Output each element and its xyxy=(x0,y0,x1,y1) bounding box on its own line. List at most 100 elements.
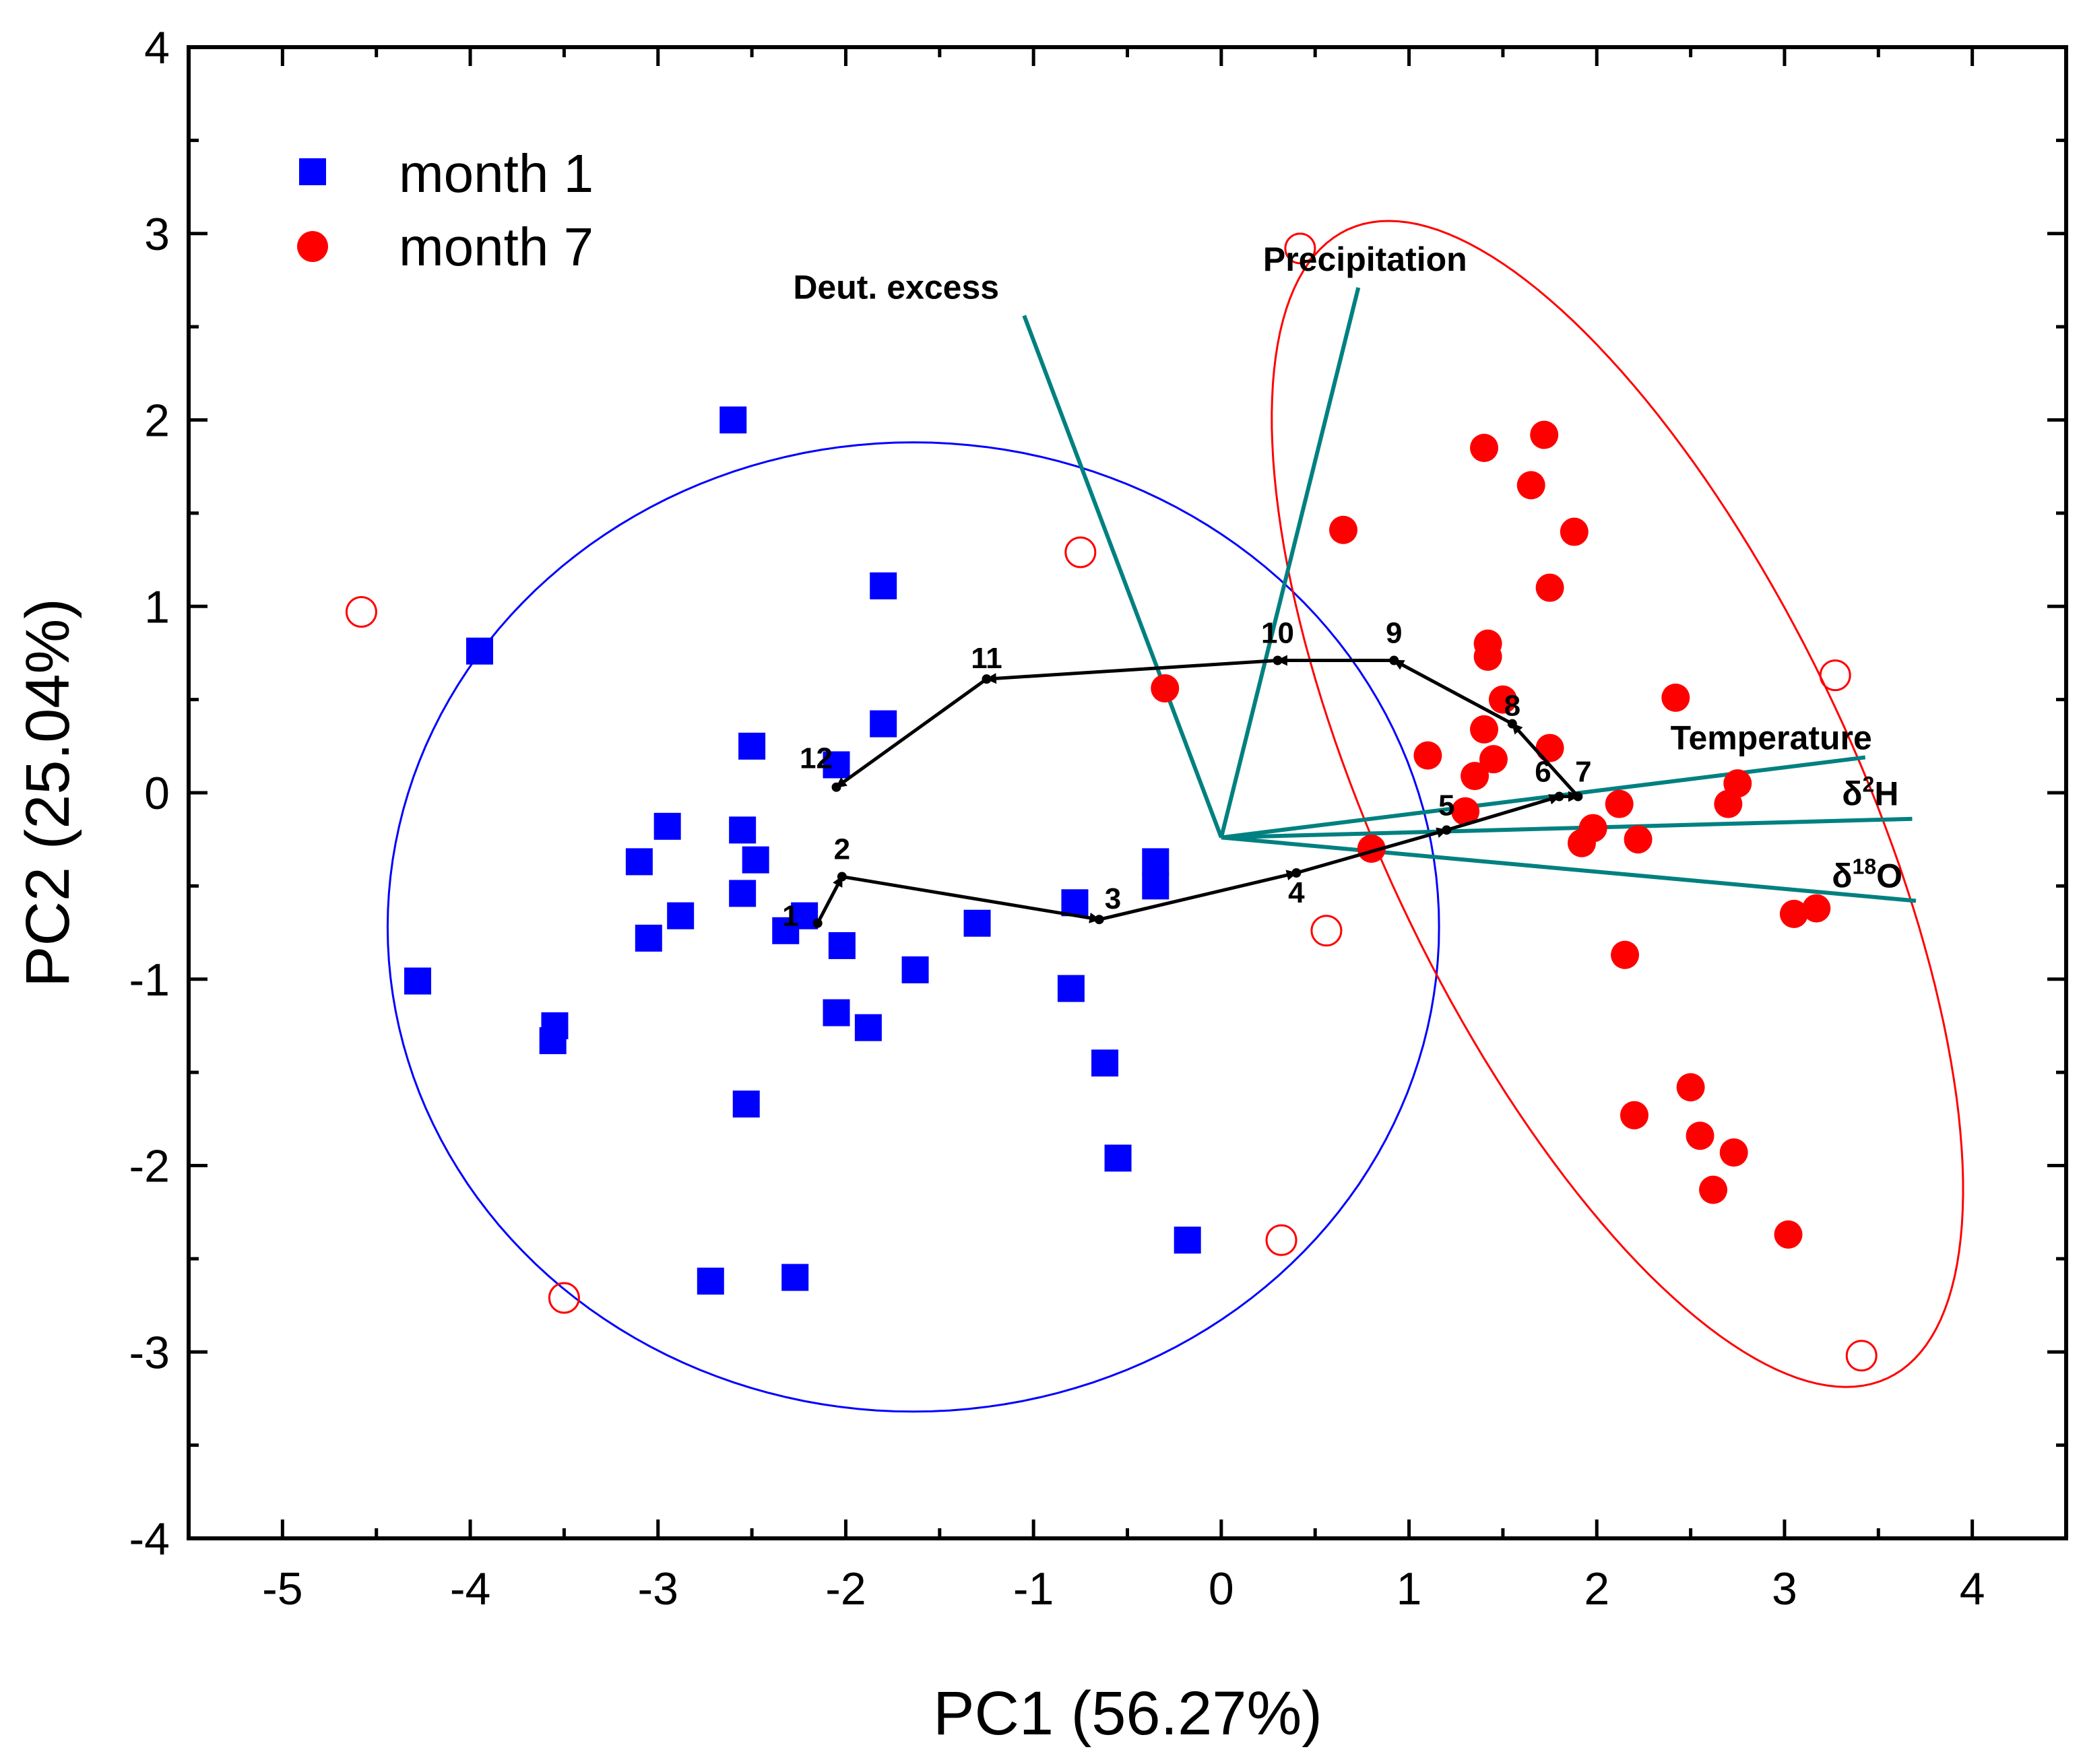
month-1-point-29 xyxy=(539,1027,567,1055)
month-1-point-5 xyxy=(823,751,850,779)
loading-2h xyxy=(1221,816,1913,840)
x-tick-label-7: 2 xyxy=(1584,1563,1609,1614)
path-segment-5-6 xyxy=(1446,793,1561,832)
ellipse-marker-0-4 xyxy=(548,1282,580,1314)
month-7-point-30 xyxy=(1699,1175,1728,1204)
month-7-point-9 xyxy=(1661,683,1690,712)
month-node-4 xyxy=(1291,868,1302,878)
ellipse-month-7 xyxy=(1271,220,1964,1388)
month-7-point-1 xyxy=(1530,420,1559,449)
ellipse-marker-1-0 xyxy=(1284,232,1316,265)
ellipse-marker-0-2 xyxy=(1310,915,1343,947)
month-7-point-23 xyxy=(1357,835,1386,863)
month-1-point-1 xyxy=(466,637,493,665)
month-label-2: 2 xyxy=(834,833,850,866)
month-label-11: 11 xyxy=(971,642,1002,675)
y-tick-label-4: 0 xyxy=(144,768,170,819)
ellipse-marker-0-1 xyxy=(1064,536,1097,568)
month-1-point-18 xyxy=(823,999,850,1026)
month-7-point-2 xyxy=(1516,471,1545,500)
month-1-point-7 xyxy=(653,812,681,840)
month-node-8 xyxy=(1507,719,1517,729)
ellipse-marker-0-0 xyxy=(345,596,377,628)
month-1-point-30 xyxy=(732,1090,760,1118)
month-1-point-15 xyxy=(828,932,856,959)
legend-marker-month-7 xyxy=(297,231,328,262)
month-7-point-24 xyxy=(1779,899,1808,928)
month-7-point-32 xyxy=(1774,1220,1803,1249)
y-tick-label-0: -4 xyxy=(129,1513,170,1565)
month-1-point-21 xyxy=(1142,848,1169,876)
x-tick-label-1: -4 xyxy=(450,1563,490,1614)
month-7-point-19 xyxy=(1714,789,1743,818)
month-node-6 xyxy=(1554,791,1564,802)
month-7-point-0 xyxy=(1470,434,1499,463)
y-tick-label-1: -3 xyxy=(129,1327,170,1378)
month-label-5: 5 xyxy=(1438,789,1454,822)
month-1-point-2 xyxy=(870,572,897,599)
month-7-point-10 xyxy=(1151,674,1180,703)
month-label-4: 4 xyxy=(1288,876,1305,909)
month-1-point-25 xyxy=(1104,1144,1132,1172)
loading-temperature xyxy=(1221,755,1866,840)
path-segment-11-12 xyxy=(835,678,988,789)
y-tick-label-5: 1 xyxy=(144,581,170,632)
month-label-12: 12 xyxy=(800,742,833,775)
month-1-point-12 xyxy=(635,924,662,952)
path-segment-8-9 xyxy=(1392,659,1514,725)
month-7-point-12 xyxy=(1413,741,1442,770)
month-7-point-15 xyxy=(1461,762,1489,791)
month-node-5 xyxy=(1442,825,1452,835)
ellipse-marker-1-2 xyxy=(1845,1340,1878,1372)
month-7-point-3 xyxy=(1329,515,1358,544)
month-1-point-10 xyxy=(729,880,757,907)
loading-vectors: Deut. excess Precipitation Temperature δ2H δ… xyxy=(793,240,1917,903)
month-label-10: 10 xyxy=(1261,617,1294,650)
y-tick-label-6: 2 xyxy=(144,395,170,447)
y-tick-label-3: -1 xyxy=(129,954,170,1006)
month-7-point-7 xyxy=(1473,642,1502,671)
month-1-point-6 xyxy=(729,816,757,844)
month-1-point-9 xyxy=(742,846,769,874)
y-tick-label-7: 3 xyxy=(144,209,170,260)
month-node-10 xyxy=(1273,655,1283,665)
x-axis-title: PC1 (56.27%) xyxy=(933,1679,1322,1748)
month-7-point-25 xyxy=(1802,894,1831,923)
legend: month 1 month 7 xyxy=(297,143,594,277)
month-label-8: 8 xyxy=(1504,690,1520,723)
month-node-3 xyxy=(1094,915,1104,925)
month-7-point-27 xyxy=(1620,1101,1648,1130)
month-1-point-24 xyxy=(1091,1049,1119,1077)
month-1-point-32 xyxy=(781,1264,809,1291)
month-1-point-16 xyxy=(963,909,991,937)
month-label-1: 1 xyxy=(782,900,798,933)
month-7-point-21 xyxy=(1567,828,1596,857)
month-1-point-31 xyxy=(697,1268,724,1295)
legend-label-month-1: month 1 xyxy=(399,143,594,203)
month-1-point-17 xyxy=(901,956,929,983)
loading-label-2h: δ2H xyxy=(1842,773,1898,813)
path-segment-7-8 xyxy=(1510,722,1580,798)
path-segment-10-11 xyxy=(985,659,1278,684)
loading-label-deut-excess: Deut. excess xyxy=(793,269,999,306)
month-1-point-19 xyxy=(854,1014,882,1041)
loading-18o xyxy=(1221,835,1917,903)
confidence-ellipses xyxy=(345,220,1964,1413)
month-node-9 xyxy=(1389,655,1399,665)
month-7-point-5 xyxy=(1535,573,1564,602)
legend-marker-month-1 xyxy=(299,158,326,185)
month-7-point-17 xyxy=(1451,797,1480,826)
month-1-point-8 xyxy=(625,848,653,876)
month-7-point-11 xyxy=(1470,715,1499,744)
y-tick-label-2: -2 xyxy=(129,1141,170,1192)
loading-label-precipitation: Precipitation xyxy=(1263,240,1467,278)
month-1-point-3 xyxy=(870,710,897,738)
loading-label-temperature: Temperature xyxy=(1671,719,1872,756)
x-tick-label-3: -2 xyxy=(825,1563,866,1614)
month-7-point-28 xyxy=(1676,1073,1705,1102)
month-7-point-26 xyxy=(1611,940,1640,969)
y-axis-title: PC2 (25.04%) xyxy=(13,598,82,987)
